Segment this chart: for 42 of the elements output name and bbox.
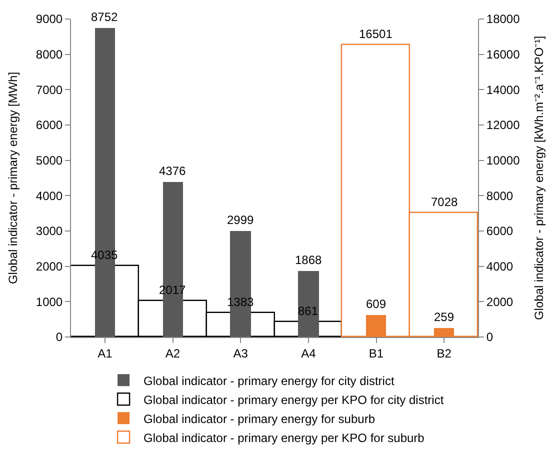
y-tick-label: 7000 (36, 82, 63, 97)
x-tick-label: A3 (233, 346, 248, 360)
y2-tick-label: 0 (486, 330, 494, 344)
y-tick-label: 3000 (36, 224, 63, 238)
y-tick-label: 8000 (36, 48, 63, 62)
data-label: 2999 (227, 213, 254, 227)
y2-tick-label: 8000 (486, 188, 514, 203)
y2-tick-label: 18000 (486, 12, 520, 26)
bar (298, 271, 319, 337)
y-tick-label: 1000 (36, 294, 63, 309)
y2-tick-label: 2000 (486, 294, 514, 309)
y-tick-label: 9000 (36, 12, 63, 26)
x-tick-label: B2 (436, 346, 452, 360)
legend-label: Global indicator - primary energy per KPO for suburb (144, 430, 425, 445)
data-label: 8752 (91, 10, 118, 24)
legend-label: Global indicator - primary energy for suburb (144, 412, 376, 426)
y-tick-label: 4000 (36, 188, 63, 203)
y-axis-title: Global indicator - primary energy [MWh] (6, 72, 20, 284)
x-tick-label: A1 (98, 346, 113, 360)
legend-label: Global indicator - primary energy per KPO for city district (144, 392, 444, 407)
y-tick-label: 0 (56, 330, 63, 344)
data-label: 861 (298, 304, 318, 318)
x-tick-label: A2 (165, 346, 180, 360)
y2-tick-label: 10000 (486, 154, 520, 168)
data-label: 4376 (159, 164, 186, 178)
data-label: 609 (366, 297, 386, 311)
y-tick-label: 6000 (36, 118, 63, 132)
data-label: 259 (434, 310, 454, 324)
data-label: 16501 (359, 27, 393, 41)
y2-tick-label: 16000 (486, 48, 520, 62)
y2-tick-label: 14000 (486, 82, 520, 97)
data-label: 7028 (431, 195, 458, 209)
y-tick-label: 2000 (36, 260, 63, 274)
y2-tick-label: 12000 (486, 118, 520, 132)
x-tick-label: B1 (368, 346, 384, 360)
y2-tick-label: 4000 (486, 260, 514, 274)
y-tick-label: 5000 (36, 154, 63, 168)
y2-axis-title: Global indicator - primary energy [kWh.m⁻².a⁻¹.KPO⁻¹] (532, 36, 546, 320)
legend-label: Global indicator - primary energy for city district (144, 374, 395, 388)
y2-tick-label: 6000 (486, 224, 514, 238)
x-tick-label: A4 (301, 346, 316, 360)
data-label: 1868 (295, 253, 322, 267)
